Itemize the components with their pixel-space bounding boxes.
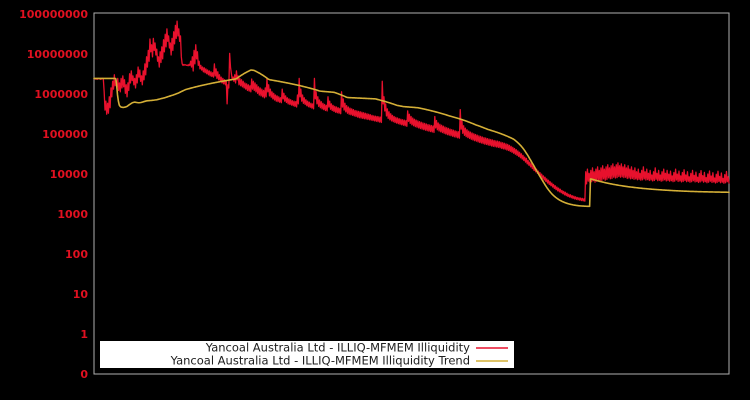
y-axis-tick-label: 10	[73, 288, 89, 301]
chart-legend[interactable]: Yancoal Australia Ltd - ILLIQ-MFMEM Illi…	[100, 341, 514, 369]
y-axis-tick-label: 10000000	[27, 48, 89, 61]
legend-label[interactable]: Yancoal Australia Ltd - ILLIQ-MFMEM Illi…	[170, 354, 470, 368]
y-axis-tick-label: 1	[80, 328, 88, 341]
data-series-group	[93, 20, 730, 208]
plot-area-background	[94, 13, 729, 374]
series-line-illiquidity	[93, 20, 730, 202]
y-axis-tick-label: 10000	[50, 168, 89, 181]
y-axis-tick-label: 1000	[57, 208, 88, 221]
y-axis-tick-label: 100000	[42, 128, 88, 141]
plot-area-border	[93, 12, 730, 375]
series-line-illiquidity-trend	[93, 69, 730, 208]
y-axis-tick-label: 1000000	[34, 88, 88, 101]
y-axis-tick-label: 100000000	[19, 8, 88, 21]
legend-box	[100, 341, 514, 368]
y-axis-tick-label: 100	[65, 248, 88, 261]
y-axis-tick-label: 0	[80, 368, 88, 381]
y-axis-tick-labels: 1000000001000000010000001000001000010001…	[19, 8, 88, 381]
legend-label[interactable]: Yancoal Australia Ltd - ILLIQ-MFMEM Illi…	[205, 341, 470, 355]
